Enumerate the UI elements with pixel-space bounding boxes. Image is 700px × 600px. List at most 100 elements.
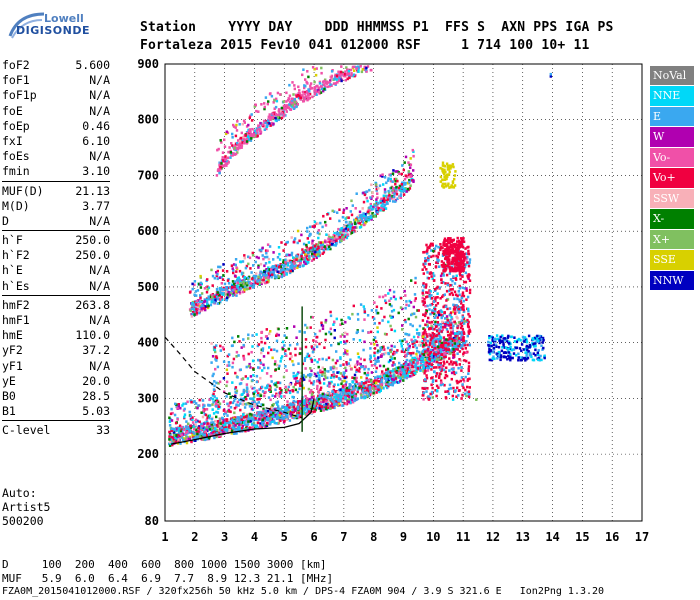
echo-pixel [383,176,387,179]
echo-pixel [245,417,249,421]
echo-pixel [207,422,211,426]
echo-pixel [300,94,303,97]
echo-pixel [329,368,333,371]
echo-pixel [379,208,382,212]
echo-pixel [261,411,265,415]
echo-pixel [327,397,331,401]
echo-pixel [182,402,185,406]
echo-pixel [271,394,274,397]
echo-pixel [316,222,319,226]
echo-pixel [179,442,182,445]
echo-pixel [400,371,404,374]
echo-pixel [411,312,414,316]
echo-pixel [235,129,239,132]
echo-pixel [210,417,214,421]
echo-pixel [429,290,432,293]
echo-pixel [192,400,195,404]
echo-pixel [170,438,174,442]
echo-pixel [215,174,219,177]
echo-pixel [207,436,211,440]
echo-pixel [414,369,417,373]
echo-pixel [330,70,334,73]
echo-pixel [201,308,204,312]
echo-pixel [411,356,414,360]
echo-pixel [326,376,329,380]
echo-pixel [281,415,284,418]
echo-pixel [337,402,341,406]
echo-pixel [272,122,275,126]
echo-pixel [347,72,351,76]
echo-pixel [270,268,273,271]
echo-pixel [399,296,403,300]
echo-pixel [327,233,330,237]
echo-pixel [341,385,345,388]
echo-pixel [204,305,207,308]
echo-pixel [344,78,347,82]
echo-pixel [344,229,348,233]
echo-pixel [284,415,287,418]
echo-pixel [353,377,356,380]
echo-pixel [346,394,349,398]
echo-pixel [265,251,268,255]
param-key: yE [2,373,16,388]
echo-pixel [291,360,294,363]
echo-pixel [269,124,272,127]
echo-pixel [341,333,344,337]
echo-pixel [400,368,404,371]
echo-pixel [230,264,234,267]
echo-pixel [192,310,195,314]
echo-pixel [223,145,227,148]
echo-pixel [295,95,298,98]
echo-pixel [275,99,279,103]
echo-pixel [293,262,296,265]
echo-pixel [261,422,264,425]
echo-pixel [384,301,388,305]
echo-pixel [296,343,299,346]
echo-pixel [331,243,334,246]
echo-pixel [321,357,324,361]
echo-pixel [287,415,291,418]
echo-pixel [206,420,209,424]
echo-pixel [247,255,250,259]
echo-pixel [232,417,236,420]
echo-pixel [280,357,283,360]
echo-pixel [324,332,328,336]
echo-pixel [235,266,238,269]
echo-pixel [216,302,219,305]
echo-pixel [435,358,439,361]
echo-pixel [206,416,209,419]
echo-pixel [261,390,265,393]
echo-pixel [300,254,303,258]
echo-pixel [242,416,246,419]
echo-pixel [385,201,388,204]
param-key: yF2 [2,343,23,358]
echo-pixel [267,100,270,103]
echo-pixel [379,389,382,392]
echo-pixel [234,395,237,398]
echo-pixel [202,406,205,409]
echo-pixel [410,371,413,374]
echo-pixel [416,367,420,370]
echo-pixel [277,265,281,269]
echo-pixel [257,110,260,113]
echo-pixel [279,263,282,266]
echo-pixel [440,357,443,360]
echo-pixel [268,92,272,96]
echo-pixel [360,393,363,397]
echo-pixel [262,403,265,407]
echo-pixel [429,354,432,358]
echo-pixel [296,266,299,269]
echo-pixel [233,145,236,148]
echo-pixel [225,298,228,301]
echo-pixel [288,259,292,263]
echo-pixel [253,413,256,417]
echo-pixel [215,271,218,274]
echo-pixel [233,411,236,415]
echo-pixel [290,355,293,358]
echo-pixel [306,248,309,252]
echo-pixel [347,362,350,365]
echo-pixel [258,397,261,401]
echo-pixel [326,384,330,388]
echo-pixel [319,85,323,88]
echo-pixel [394,377,398,380]
